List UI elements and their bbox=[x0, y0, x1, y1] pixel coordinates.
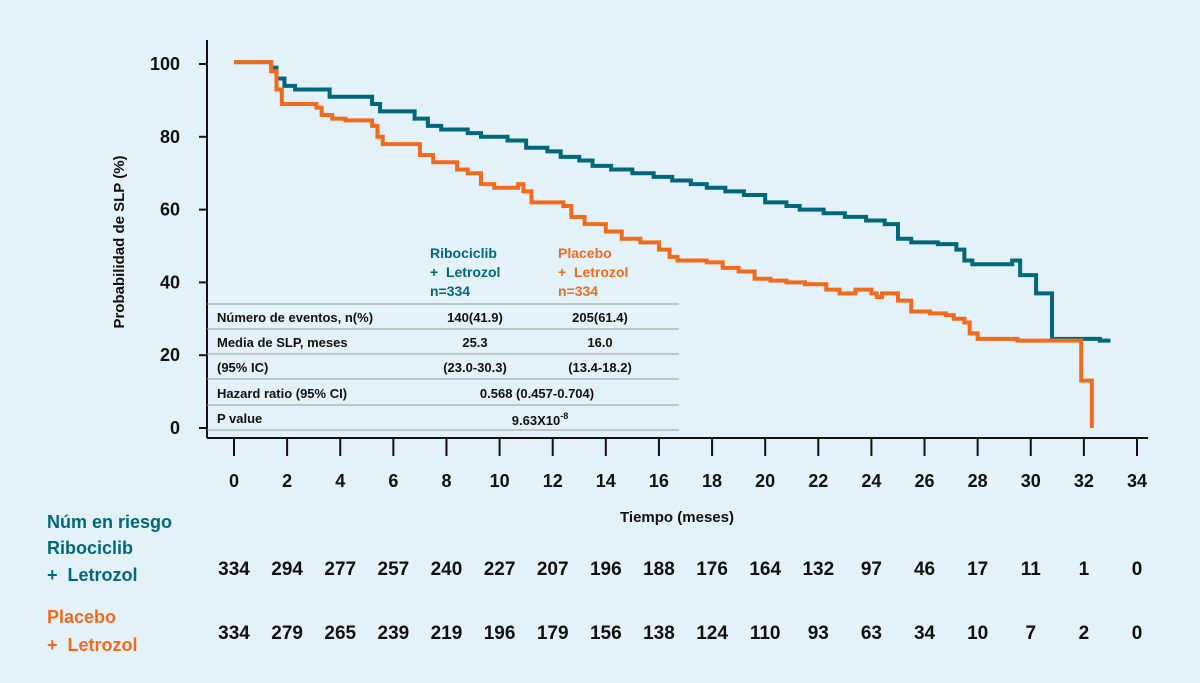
risk-value-ribociclib: 207 bbox=[537, 559, 569, 580]
x-tick-label: 8 bbox=[441, 471, 451, 491]
table-cell: (13.4-18.2) bbox=[568, 360, 632, 375]
risk-value-ribociclib: 11 bbox=[1021, 559, 1042, 580]
table-cell: 140(41.9) bbox=[447, 310, 503, 325]
y-ticks: 0 20 40 60 80 100 bbox=[150, 54, 207, 438]
risk-value-ribociclib: 188 bbox=[643, 559, 675, 580]
table-cell: 0.568 (0.457-0.704) bbox=[480, 386, 594, 401]
table-row-label: Número de eventos, n(%) bbox=[217, 310, 373, 325]
risk-value-placebo: 7 bbox=[1025, 623, 1036, 644]
x-tick-label: 0 bbox=[229, 471, 239, 491]
table-cell: 205(61.4) bbox=[572, 310, 628, 325]
risk-title: Núm en riesgo bbox=[47, 512, 172, 532]
risk-ribociclib-l1: Ribociclib bbox=[47, 538, 133, 558]
risk-value-placebo: 124 bbox=[696, 623, 728, 644]
x-tick-label: 24 bbox=[861, 471, 881, 491]
risk-value-placebo: 63 bbox=[861, 623, 882, 644]
y-tick-label: 80 bbox=[160, 127, 180, 147]
risk-value-ribociclib: 227 bbox=[484, 559, 516, 580]
y-tick-label: 40 bbox=[160, 272, 180, 292]
risk-placebo-l1: Placebo bbox=[47, 607, 116, 627]
series-line-ribociclib bbox=[234, 60, 1111, 343]
p-value: 9.63X10-8 bbox=[512, 411, 568, 428]
x-tick-label: 6 bbox=[388, 471, 398, 491]
stats-table: Número de eventos, n(%) 140(41.9) 205(61… bbox=[207, 303, 679, 431]
risk-value-placebo: 110 bbox=[750, 623, 781, 644]
risk-value-ribociclib: 257 bbox=[378, 559, 410, 580]
risk-value-placebo: 239 bbox=[378, 623, 410, 644]
risk-value-placebo: 2 bbox=[1079, 623, 1090, 644]
risk-value-placebo: 34 bbox=[914, 623, 936, 644]
risk-value-ribociclib: 277 bbox=[324, 559, 356, 580]
risk-value-placebo: 156 bbox=[590, 623, 622, 644]
risk-value-ribociclib: 240 bbox=[431, 559, 463, 580]
x-tick-label: 14 bbox=[596, 471, 616, 491]
risk-value-placebo: 334 bbox=[218, 623, 250, 644]
y-tick-label: 100 bbox=[150, 54, 180, 74]
x-tick-label: 30 bbox=[1021, 471, 1041, 491]
table-row-label: Hazard ratio (95% CI) bbox=[217, 386, 347, 401]
risk-value-placebo: 10 bbox=[967, 623, 988, 644]
risk-value-ribociclib: 176 bbox=[696, 559, 728, 580]
x-tick-label: 20 bbox=[755, 471, 775, 491]
table-cell: 25.3 bbox=[462, 335, 487, 350]
risk-value-placebo: 279 bbox=[271, 623, 303, 644]
y-axis-label: Probabilidad de SLP (%) bbox=[111, 155, 128, 328]
x-tick-label: 2 bbox=[282, 471, 292, 491]
x-axis-label: Tiempo (meses) bbox=[620, 509, 734, 526]
table-row-label: Media de SLP, meses bbox=[217, 335, 348, 350]
x-tick-label: 26 bbox=[915, 471, 935, 491]
y-tick-label: 0 bbox=[170, 418, 180, 438]
legend: Ribociclib + Letrozol n=334 Placebo + Le… bbox=[430, 245, 628, 299]
survival-curves bbox=[234, 60, 1111, 428]
y-tick-label: 20 bbox=[160, 345, 180, 365]
risk-value-ribociclib: 164 bbox=[749, 559, 781, 580]
risk-value-placebo: 219 bbox=[431, 623, 463, 644]
legend-placebo-l1: Placebo bbox=[558, 245, 612, 261]
series-line-placebo bbox=[234, 60, 1094, 428]
x-tick-label: 10 bbox=[490, 471, 510, 491]
table-row-label: P value bbox=[217, 411, 262, 426]
x-tick-label: 12 bbox=[543, 471, 563, 491]
table-cell: (23.0-30.3) bbox=[443, 360, 507, 375]
legend-placebo-l3: n=334 bbox=[558, 283, 598, 299]
risk-value-ribociclib: 17 bbox=[967, 559, 988, 580]
x-tick-label: 4 bbox=[335, 471, 345, 491]
risk-value-ribociclib: 46 bbox=[914, 559, 935, 580]
x-tick-label: 18 bbox=[702, 471, 722, 491]
risk-value-ribociclib: 334 bbox=[218, 559, 250, 580]
risk-value-placebo: 138 bbox=[643, 623, 675, 644]
legend-ribociclib-l3: n=334 bbox=[430, 283, 470, 299]
risk-value-ribociclib: 196 bbox=[590, 559, 622, 580]
x-ticks: 0 2 4 6 8 10 12 14 16 18 20 22 24 26 28 30 32 34 bbox=[229, 438, 1147, 491]
risk-ribociclib-l2: + Letrozol bbox=[47, 565, 138, 585]
risk-value-ribociclib: 97 bbox=[861, 559, 882, 580]
risk-value-ribociclib: 294 bbox=[271, 559, 303, 580]
x-tick-label: 28 bbox=[968, 471, 988, 491]
x-tick-label: 22 bbox=[808, 471, 828, 491]
risk-row-placebo: 334 279 265 239 219 196 179 156 138 124 110 93 63 34 1… bbox=[218, 623, 1142, 644]
table-row-label: (95% IC) bbox=[217, 360, 268, 375]
risk-value-ribociclib: 0 bbox=[1132, 559, 1143, 580]
risk-value-placebo: 93 bbox=[808, 623, 829, 644]
risk-value-placebo: 0 bbox=[1132, 623, 1143, 644]
risk-value-ribociclib: 132 bbox=[802, 559, 834, 580]
x-tick-label: 34 bbox=[1127, 471, 1147, 491]
risk-table: Núm en riesgo Ribociclib + Letrozol Plac… bbox=[47, 512, 1142, 655]
y-tick-label: 60 bbox=[160, 200, 180, 220]
risk-row-ribociclib: 334 294 277 257 240 227 207 196 188 176 164 132 97 46… bbox=[218, 559, 1142, 580]
table-cell: 16.0 bbox=[587, 335, 612, 350]
legend-placebo-l2: + Letrozol bbox=[558, 264, 628, 280]
x-tick-label: 16 bbox=[649, 471, 669, 491]
x-tick-label: 32 bbox=[1074, 471, 1094, 491]
risk-value-placebo: 265 bbox=[324, 623, 356, 644]
risk-placebo-l2: + Letrozol bbox=[47, 635, 138, 655]
risk-value-placebo: 179 bbox=[537, 623, 569, 644]
legend-ribociclib-l2: + Letrozol bbox=[430, 264, 500, 280]
risk-value-ribociclib: 1 bbox=[1079, 559, 1090, 580]
risk-value-placebo: 196 bbox=[484, 623, 516, 644]
legend-ribociclib-l1: Ribociclib bbox=[430, 245, 497, 261]
